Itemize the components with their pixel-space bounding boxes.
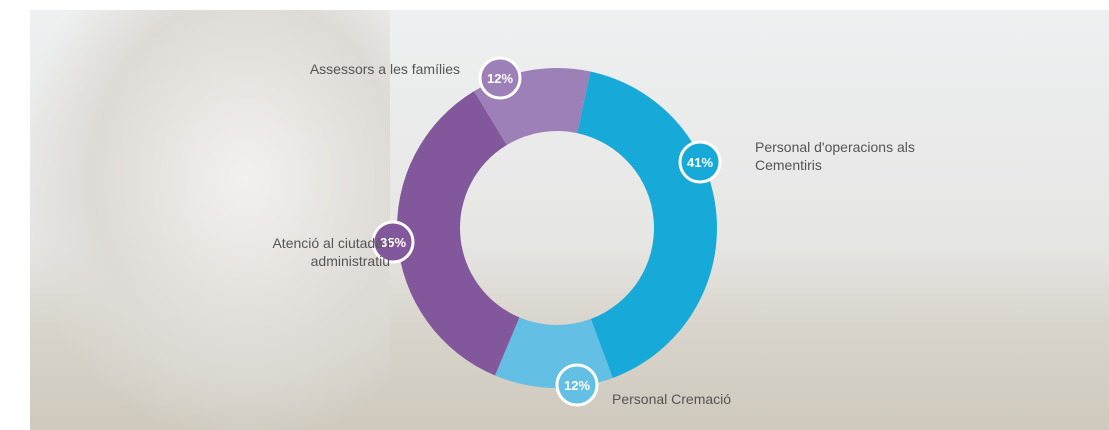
value-badge — [371, 220, 415, 264]
statue-photo — [30, 10, 390, 430]
donut-segment — [397, 91, 520, 376]
value-badge — [678, 140, 722, 184]
value-label: 12% — [487, 71, 513, 86]
donut-segment — [577, 71, 717, 378]
value-badge — [555, 363, 599, 407]
category-label: Assessors a les famílies — [309, 61, 460, 77]
value-label: 41% — [687, 155, 713, 170]
value-badge — [478, 56, 522, 100]
category-label: Personal d'operacions als Cementiris — [755, 139, 915, 173]
category-label: Personal Cremació — [612, 391, 732, 407]
category-label: Atenció al ciutadà i administratiu — [272, 235, 390, 269]
value-label: 35% — [380, 235, 406, 250]
value-label: 12% — [564, 378, 590, 393]
